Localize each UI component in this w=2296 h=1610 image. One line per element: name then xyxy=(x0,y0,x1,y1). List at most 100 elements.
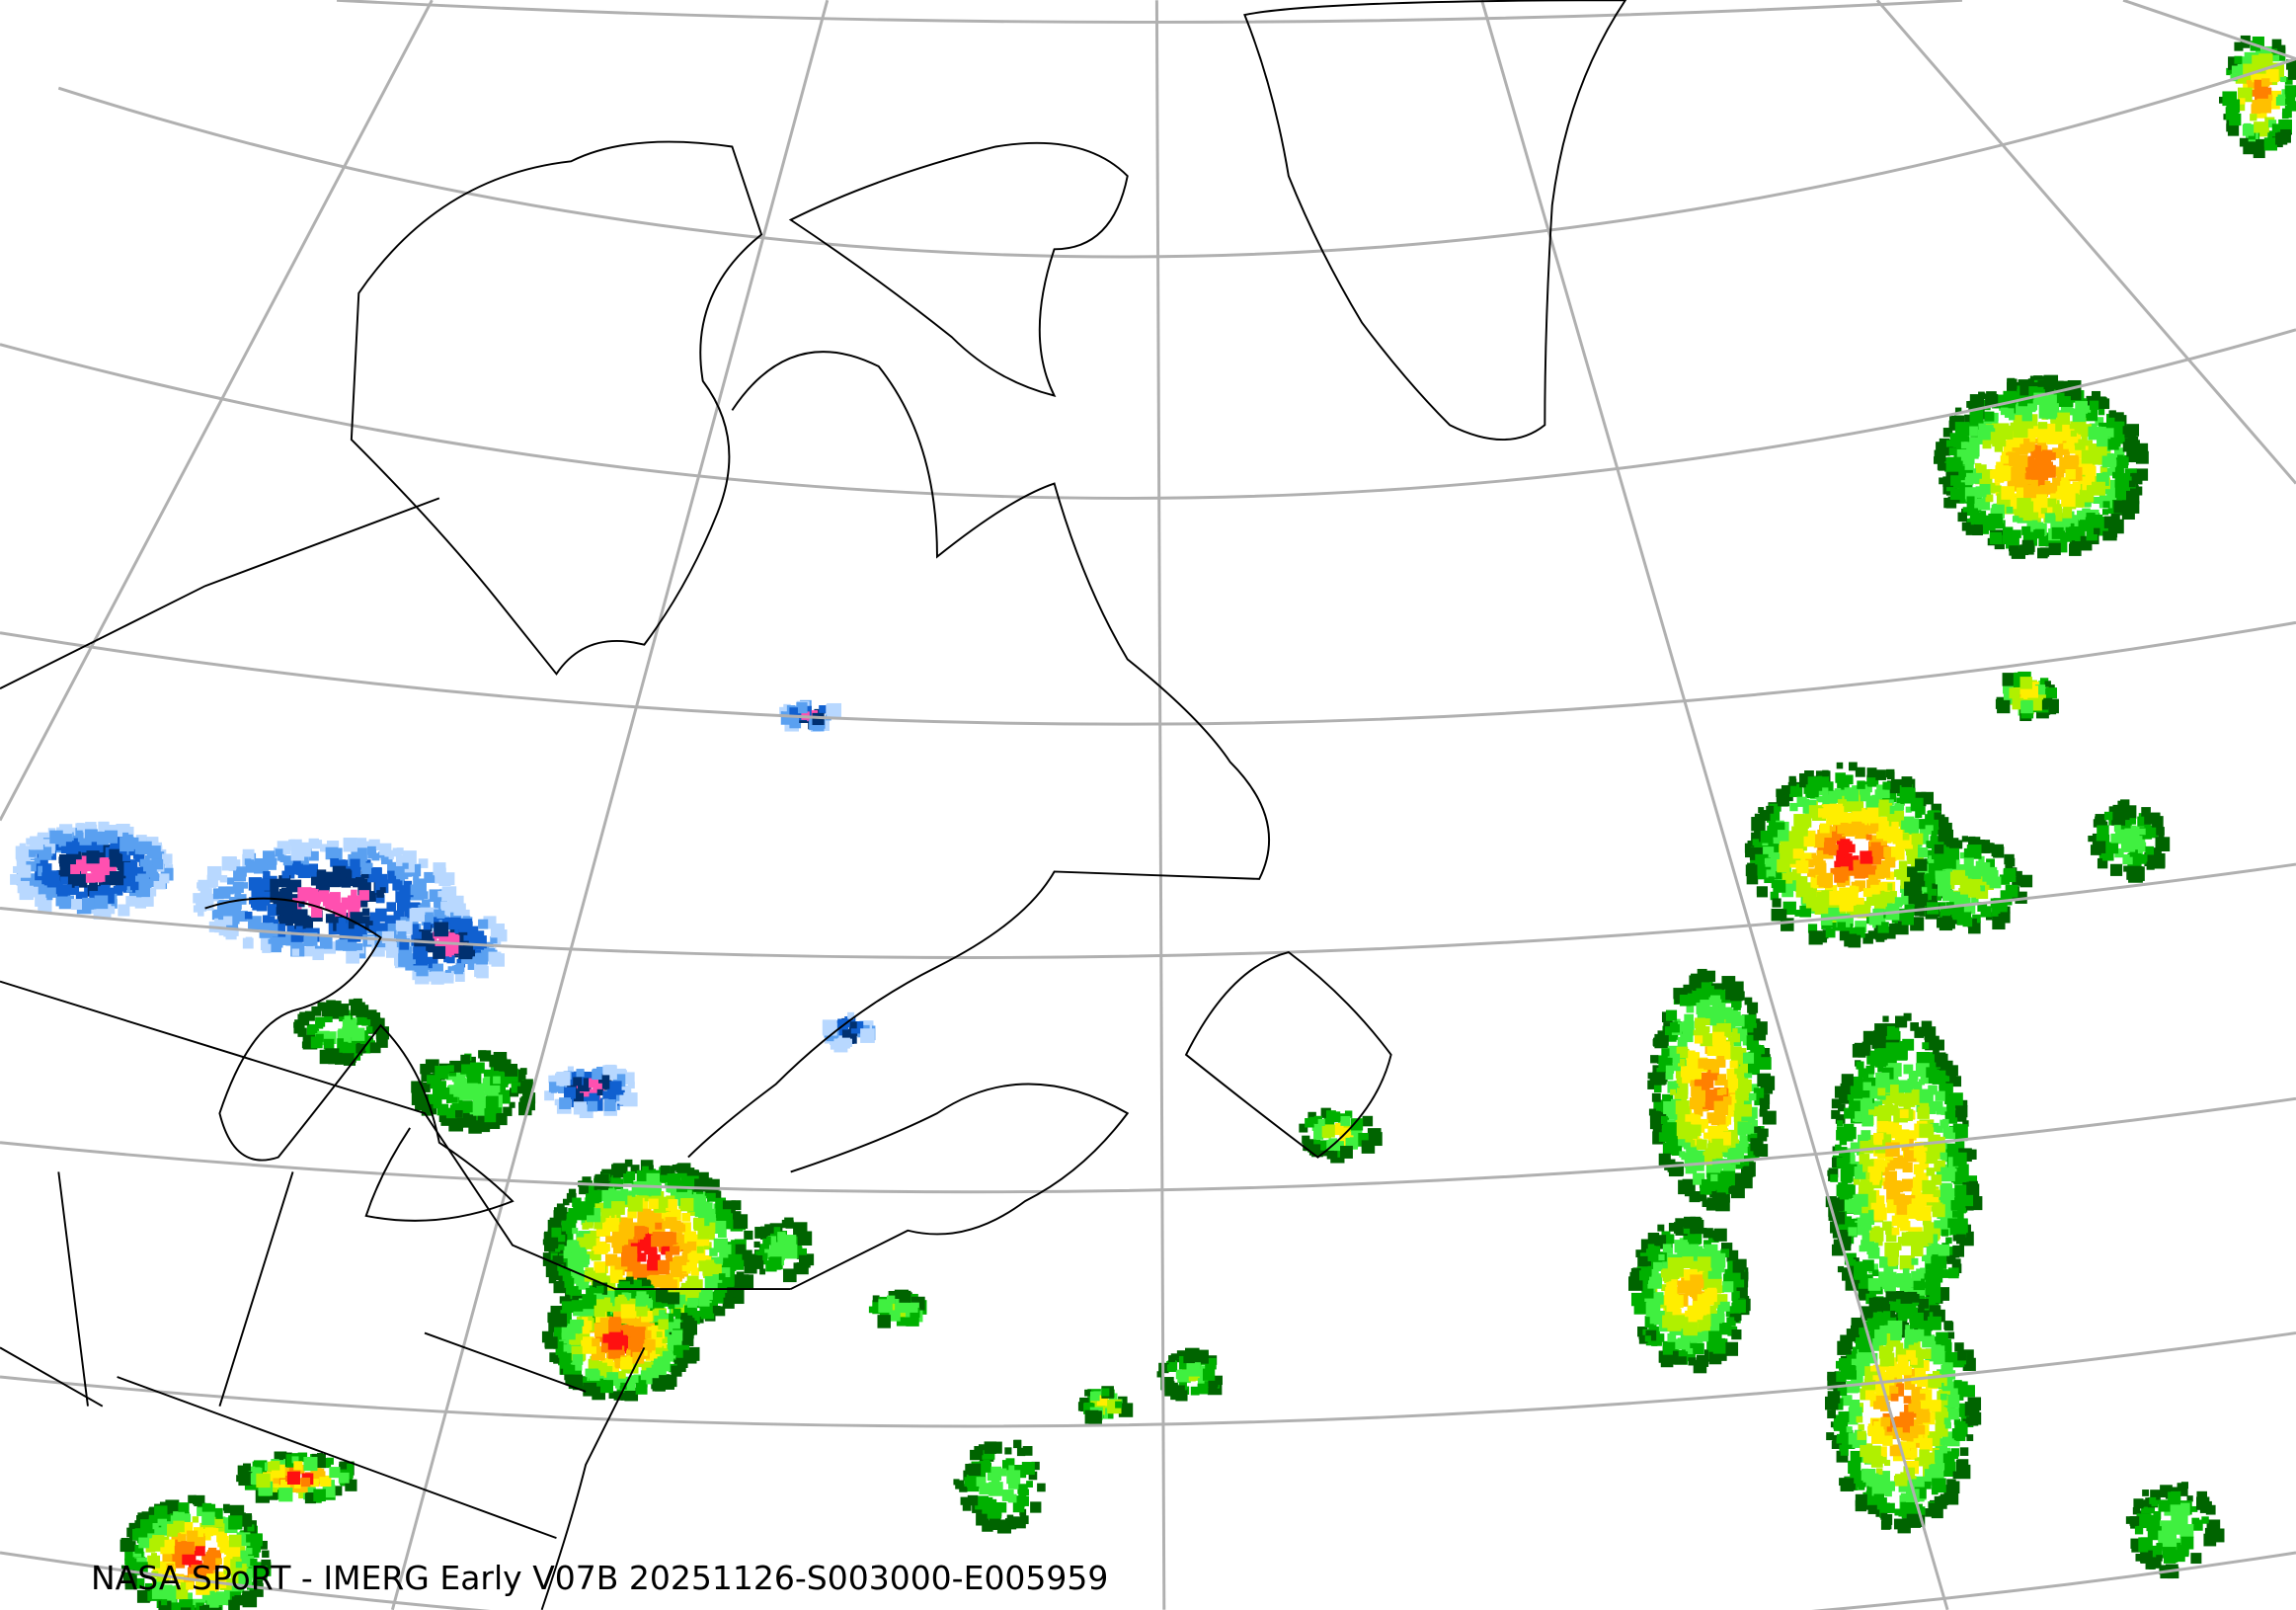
precip-cell xyxy=(1834,860,1841,868)
precip-cell xyxy=(154,1505,168,1519)
precip-cell xyxy=(63,867,71,876)
precip-cell xyxy=(134,1544,144,1554)
precip-cell xyxy=(700,1305,715,1320)
precip-cell xyxy=(594,1175,608,1190)
precip-cell xyxy=(737,1218,745,1226)
precip-cell xyxy=(165,1499,180,1514)
precip-cell xyxy=(325,914,336,924)
precip-cell xyxy=(1797,851,1805,859)
precip-cell xyxy=(1969,409,1984,424)
precip-cell xyxy=(1870,884,1880,895)
precip-cell xyxy=(2009,545,2019,556)
precip-cell xyxy=(556,1072,571,1087)
precip-cell xyxy=(250,923,260,932)
precip-cell xyxy=(2078,459,2087,469)
precip-cell xyxy=(1846,789,1860,802)
precip-cell xyxy=(516,1086,525,1094)
precip-cell xyxy=(192,1516,199,1523)
precip-cell xyxy=(1732,1014,1745,1027)
precip-cell xyxy=(76,823,85,831)
precip-cell xyxy=(1862,888,1872,897)
precip-cell xyxy=(1746,1042,1755,1051)
precip-cell xyxy=(368,839,380,850)
precip-cell xyxy=(686,1291,698,1303)
precip-cell xyxy=(571,1300,584,1312)
precip-cell xyxy=(2015,415,2022,423)
precip-cell xyxy=(700,1288,713,1301)
precip-cell xyxy=(454,972,465,982)
precip-cell xyxy=(612,1243,625,1254)
precip-cell xyxy=(161,853,173,864)
precip-cell xyxy=(151,1585,166,1599)
precip-cell xyxy=(1716,1308,1725,1316)
precip-cell xyxy=(1733,1172,1745,1184)
precip-cell xyxy=(744,1230,753,1241)
precip-cell xyxy=(2089,400,2099,410)
precip-cell xyxy=(110,853,123,867)
precip-cell xyxy=(16,873,29,886)
precip-cell xyxy=(319,1477,327,1485)
precip-cell xyxy=(1866,1073,1874,1080)
precip-cell xyxy=(215,1558,222,1566)
precip-cell xyxy=(2045,401,2055,411)
precip-cell xyxy=(2052,447,2063,459)
precip-cell xyxy=(356,1016,365,1025)
precip-cell xyxy=(279,1479,290,1489)
precip-cell xyxy=(1837,922,1847,931)
precip-cell xyxy=(1777,859,1790,873)
precip-cell xyxy=(2027,428,2037,438)
precip-cell xyxy=(2126,455,2134,463)
precip-cell xyxy=(1690,1331,1702,1343)
precip-cell xyxy=(1662,1093,1674,1105)
precip-cell xyxy=(478,1050,487,1059)
precip-cell xyxy=(1717,1075,1724,1082)
precip-cell xyxy=(594,1261,605,1273)
precip-cell xyxy=(1894,897,1904,906)
precip-cell xyxy=(386,902,397,912)
precip-cell xyxy=(1710,995,1721,1006)
precip-cell xyxy=(2026,521,2035,530)
precip-cell xyxy=(1666,1133,1679,1146)
precip-cell xyxy=(736,1283,744,1291)
precip-cell xyxy=(1690,1219,1704,1235)
precip-cell xyxy=(251,901,258,908)
precip-cell xyxy=(711,1263,722,1275)
precip-cell xyxy=(2048,394,2057,403)
precip-cell xyxy=(151,1553,157,1560)
precip-cell xyxy=(644,1299,654,1309)
precip-cell xyxy=(1866,779,1874,787)
precip-cell xyxy=(1662,1244,1672,1253)
precip-cell xyxy=(700,1202,713,1215)
precip-cell xyxy=(704,1276,718,1290)
precip-cell xyxy=(251,1472,260,1481)
precip-cell xyxy=(1694,1107,1703,1117)
precip-cell xyxy=(2055,467,2065,477)
precip-cell xyxy=(245,1534,254,1543)
precip-cell xyxy=(635,1335,647,1346)
precip-cell xyxy=(1755,1144,1769,1158)
precip-cell xyxy=(30,836,43,850)
precip-cell xyxy=(732,1258,745,1270)
precip-cell xyxy=(613,1391,623,1401)
precip-cell xyxy=(296,1481,308,1492)
precip-cell xyxy=(715,1296,724,1304)
precip-cell xyxy=(1754,829,1765,841)
precip-cell xyxy=(680,1197,694,1212)
precip-cell xyxy=(621,1085,632,1095)
precip-cell xyxy=(1885,796,1894,806)
precip-cell xyxy=(1676,1077,1683,1085)
precip-cell xyxy=(194,1527,203,1538)
precip-cell xyxy=(549,1217,562,1230)
precip-cell xyxy=(561,1301,574,1314)
precip-cell xyxy=(619,1236,629,1246)
precip-cell xyxy=(511,1082,522,1093)
precip-cell xyxy=(666,1279,677,1292)
precip-cell xyxy=(1751,1084,1759,1092)
precip-cell xyxy=(644,1339,656,1351)
precip-cell xyxy=(559,1097,571,1109)
precip-cell xyxy=(467,1083,478,1094)
precip-cell xyxy=(420,1064,431,1075)
precip-cell xyxy=(2035,494,2048,506)
precip-cell xyxy=(686,1261,696,1271)
precip-cell xyxy=(295,930,305,941)
